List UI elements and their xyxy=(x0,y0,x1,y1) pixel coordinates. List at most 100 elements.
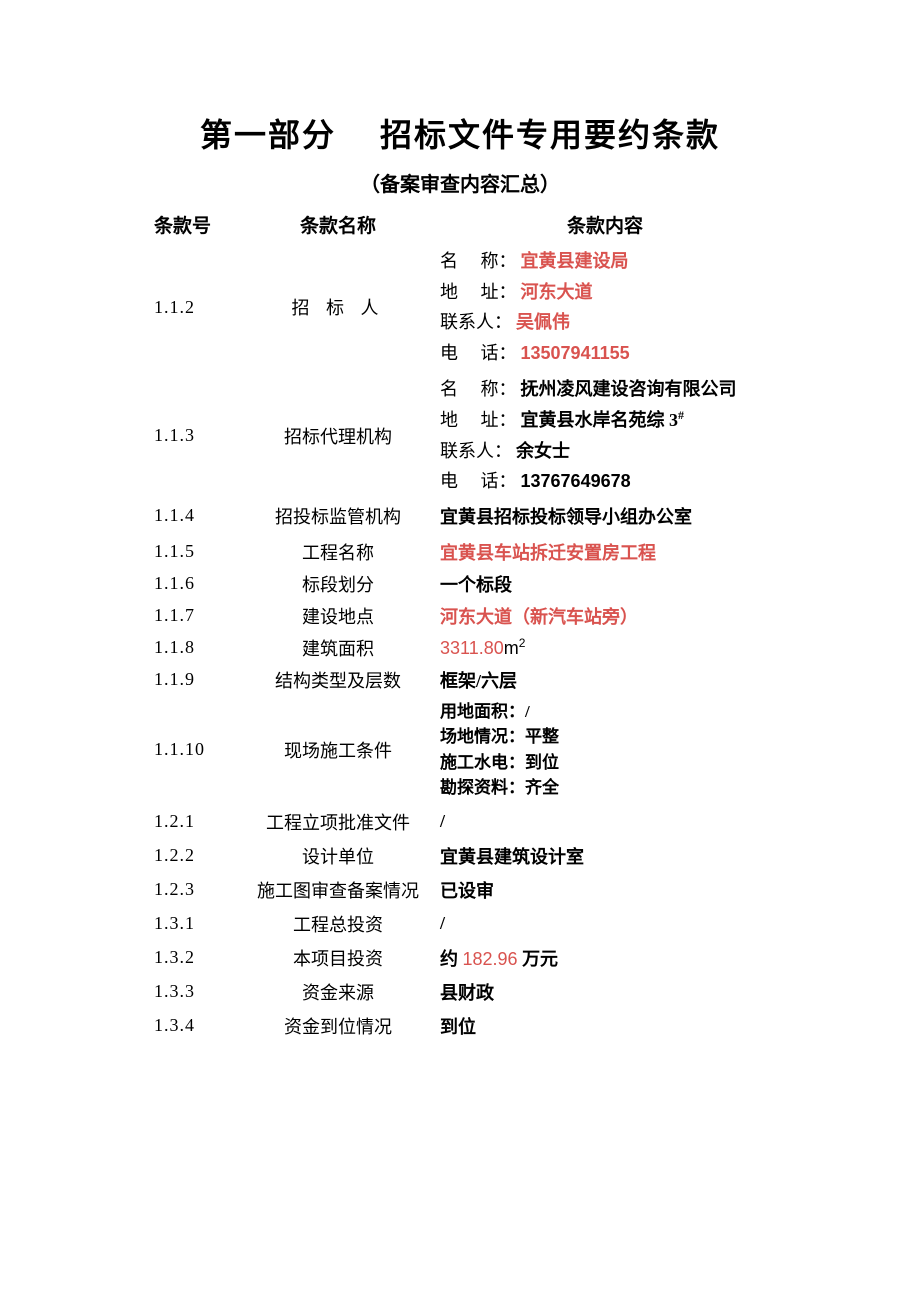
clause-num: 1.1.2 xyxy=(148,297,238,318)
table-row: 1.1.2 招 标 人 名 称：宜黄县建设局 地 址：河东大道 联系人：吴佩伟 … xyxy=(148,246,772,368)
invest-prefix: 约 xyxy=(440,949,463,969)
table-row: 1.3.4 资金到位情况 到位 xyxy=(148,1013,772,1039)
clause-content: / xyxy=(438,811,772,832)
clause-content: 一个标段 xyxy=(438,571,772,597)
clause-num: 1.2.2 xyxy=(148,845,238,866)
clause-name: 现场施工条件 xyxy=(238,737,438,763)
field-label: 电 话： xyxy=(440,343,517,363)
invest-value: 182.96 xyxy=(463,949,518,969)
clause-content: 到位 xyxy=(438,1013,772,1039)
field-label: 电 话： xyxy=(440,471,517,491)
table-row: 1.3.2 本项目投资 约 182.96 万元 xyxy=(148,945,772,971)
header-content: 条款内容 xyxy=(438,211,772,238)
clause-num: 1.1.10 xyxy=(148,739,238,760)
clause-content: 框架/六层 xyxy=(438,667,772,693)
field-value: 平整 xyxy=(525,727,559,746)
field-label: 地 址： xyxy=(440,410,517,430)
field-value: 13767649678 xyxy=(521,471,631,491)
field-value: 13507941155 xyxy=(521,343,630,363)
table-row: 1.1.10 现场施工条件 用地面积：/ 场地情况：平整 施工水电：到位 勘探资… xyxy=(148,699,772,801)
clause-name: 本项目投资 xyxy=(238,945,438,971)
clause-num: 1.2.3 xyxy=(148,879,238,900)
clause-name: 施工图审查备案情况 xyxy=(238,877,438,903)
clause-content: 宜黄县建筑设计室 xyxy=(438,843,772,869)
clause-name: 工程总投资 xyxy=(238,911,438,937)
clause-num: 1.1.3 xyxy=(148,425,238,446)
clause-num: 1.1.5 xyxy=(148,541,238,562)
clause-content: 名 称：抚州凌风建设咨询有限公司 地 址：宜黄县水岸名苑综 3# 联系人：余女士… xyxy=(438,374,772,496)
table-row: 1.1.4 招投标监管机构 宜黄县招标投标领导小组办公室 xyxy=(148,503,772,529)
field-label: 联系人： xyxy=(440,441,512,461)
clause-num: 1.2.1 xyxy=(148,811,238,832)
clause-num: 1.3.1 xyxy=(148,913,238,934)
header-num: 条款号 xyxy=(148,211,238,238)
field-value: 吴佩伟 xyxy=(516,312,570,332)
clause-name: 建筑面积 xyxy=(238,635,438,661)
clause-name: 招标代理机构 xyxy=(238,423,438,449)
field-value: 河东大道 xyxy=(521,282,593,302)
field-label: 联系人： xyxy=(440,312,512,332)
clause-name: 建设地点 xyxy=(238,603,438,629)
clause-content: 县财政 xyxy=(438,979,772,1005)
clause-name: 设计单位 xyxy=(238,843,438,869)
area-sup: 2 xyxy=(519,636,526,650)
clause-name: 工程立项批准文件 xyxy=(238,809,438,835)
area-value: 3311.80 xyxy=(440,638,504,658)
clause-num: 1.1.4 xyxy=(148,505,238,526)
clause-num: 1.3.4 xyxy=(148,1015,238,1036)
field-label: 勘探资料： xyxy=(440,778,525,797)
clause-num: 1.1.8 xyxy=(148,637,238,658)
clause-name: 招 标 人 xyxy=(238,294,438,320)
clause-num: 1.1.7 xyxy=(148,605,238,626)
clause-name: 结构类型及层数 xyxy=(238,667,438,693)
field-value: / xyxy=(525,702,530,721)
header-name: 条款名称 xyxy=(238,211,438,238)
table-row: 1.2.2 设计单位 宜黄县建筑设计室 xyxy=(148,843,772,869)
table-row: 1.1.5 工程名称 宜黄县车站拆迁安置房工程 xyxy=(148,539,772,565)
page-title: 第一部分 招标文件专用要约条款 xyxy=(148,110,772,156)
invest-suffix: 万元 xyxy=(518,949,559,969)
clause-content: 约 182.96 万元 xyxy=(438,945,772,971)
field-label: 用地面积： xyxy=(440,702,525,721)
table-row: 1.1.6 标段划分 一个标段 xyxy=(148,571,772,597)
clause-content: 用地面积：/ 场地情况：平整 施工水电：到位 勘探资料：齐全 xyxy=(438,699,772,801)
table-row: 1.1.3 招标代理机构 名 称：抚州凌风建设咨询有限公司 地 址：宜黄县水岸名… xyxy=(148,374,772,496)
field-value: 宜黄县水岸名苑综 3# xyxy=(521,410,685,430)
field-label: 名 称： xyxy=(440,251,517,271)
clause-name: 标段划分 xyxy=(238,571,438,597)
clause-name: 工程名称 xyxy=(238,539,438,565)
field-label: 场地情况： xyxy=(440,727,525,746)
table-header: 条款号 条款名称 条款内容 xyxy=(148,211,772,238)
clause-num: 1.3.3 xyxy=(148,981,238,1002)
field-value: 齐全 xyxy=(525,778,559,797)
table-row: 1.2.3 施工图审查备案情况 已设审 xyxy=(148,877,772,903)
field-value: 余女士 xyxy=(516,441,570,461)
page-subtitle: （备案审查内容汇总） xyxy=(148,168,772,197)
field-value: 抚州凌风建设咨询有限公司 xyxy=(521,379,737,399)
clause-content: 宜黄县招标投标领导小组办公室 xyxy=(438,503,772,529)
clause-num: 1.3.2 xyxy=(148,947,238,968)
field-value: 宜黄县建设局 xyxy=(521,251,629,271)
field-label: 施工水电： xyxy=(440,753,525,772)
clause-name: 资金来源 xyxy=(238,979,438,1005)
table-row: 1.2.1 工程立项批准文件 / xyxy=(148,809,772,835)
clause-name: 招投标监管机构 xyxy=(238,503,438,529)
clause-name: 资金到位情况 xyxy=(238,1013,438,1039)
table-row: 1.1.8 建筑面积 3311.80m2 xyxy=(148,635,772,661)
clause-content: / xyxy=(438,913,772,934)
clause-num: 1.1.6 xyxy=(148,573,238,594)
field-label: 名 称： xyxy=(440,379,517,399)
table-row: 1.3.1 工程总投资 / xyxy=(148,911,772,937)
table-row: 1.3.3 资金来源 县财政 xyxy=(148,979,772,1005)
area-unit: m xyxy=(504,638,519,658)
clause-num: 1.1.9 xyxy=(148,669,238,690)
clause-content: 名 称：宜黄县建设局 地 址：河东大道 联系人：吴佩伟 电 话：13507941… xyxy=(438,246,772,368)
table-row: 1.1.9 结构类型及层数 框架/六层 xyxy=(148,667,772,693)
clause-content: 已设审 xyxy=(438,877,772,903)
clause-content: 河东大道（新汽车站旁） xyxy=(438,603,772,629)
table-row: 1.1.7 建设地点 河东大道（新汽车站旁） xyxy=(148,603,772,629)
clause-content: 3311.80m2 xyxy=(438,636,772,659)
clause-content: 宜黄县车站拆迁安置房工程 xyxy=(438,539,772,565)
field-label: 地 址： xyxy=(440,282,517,302)
field-value: 到位 xyxy=(525,753,559,772)
